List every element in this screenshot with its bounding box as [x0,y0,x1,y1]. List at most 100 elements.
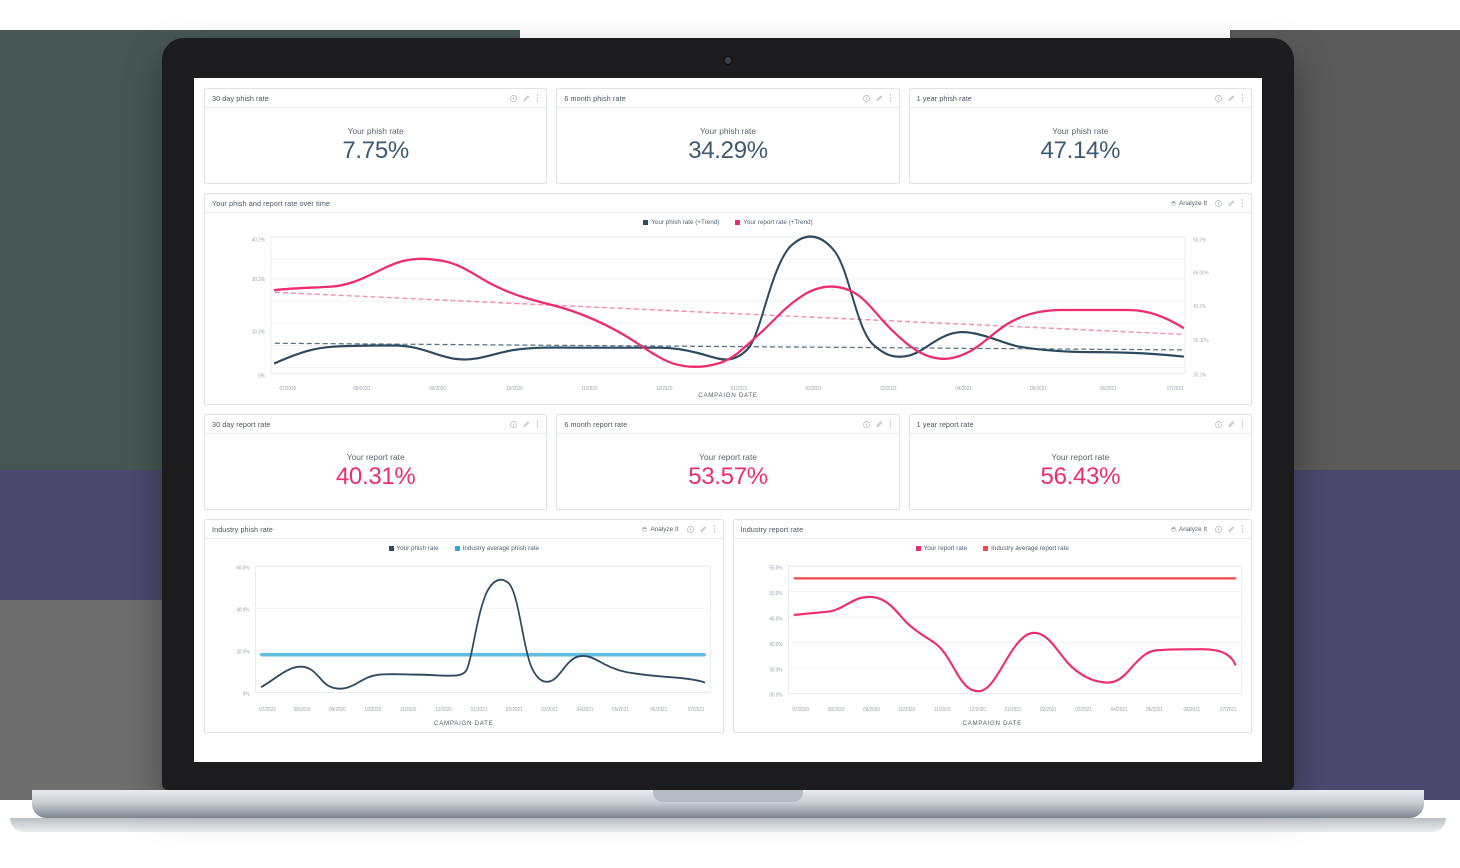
pencil-icon[interactable] [1228,199,1235,207]
x-tick: 06/2021 [1183,707,1200,713]
info-icon[interactable] [1215,199,1222,207]
x-tick: 02/2021 [1039,707,1056,713]
card-1-year-report-rate[interactable]: 1 year report rate Your report rate 56.4… [908,414,1252,510]
laptop-lid: 30 day phish rate Your phish rate 7.75% [162,38,1294,790]
legend-item-phish[interactable]: Your phish rate (+Trend) [643,219,719,226]
kpi-label: Your report rate [1051,452,1110,462]
analyze-icon [1170,200,1177,206]
pencil-icon[interactable] [523,94,530,102]
y-tick-right: 40.2% [1193,304,1207,310]
legend-item-your-phish-rate[interactable]: Your phish rate [388,545,439,552]
kebab-menu-icon[interactable] [1241,525,1244,533]
x-tick: 03/2021 [541,707,558,713]
card-header: 6 month report rate [557,415,899,434]
card-header: 6 month phish rate [557,89,899,108]
kebab-menu-icon[interactable] [889,420,892,428]
legend-item-your-report-rate[interactable]: Your report rate [915,545,968,552]
legend-label: Industry average phish rate [462,545,539,552]
analyze-it-label: Analyze It [650,525,679,533]
pencil-icon[interactable] [1228,94,1235,102]
x-tick: 07/2020 [280,386,297,392]
analyze-it-button[interactable]: Analyze It [1170,526,1207,533]
info-icon[interactable] [510,420,518,428]
kebab-menu-icon[interactable] [536,420,539,428]
x-tick: 12/2020 [435,707,452,713]
card-title: Industry report rate [740,524,804,534]
info-icon[interactable] [1215,94,1222,102]
kpi-value: 56.43% [1040,463,1121,490]
info-icon[interactable] [1215,420,1222,428]
analyze-icon [642,526,648,532]
legend-swatch [643,220,649,225]
legend-label: Your phish rate (+Trend) [651,219,720,226]
card-30-day-report-rate[interactable]: 30 day report rate Your report rate 40.3… [204,414,548,510]
x-tick: 04/2021 [577,707,594,713]
card-header-actions [862,420,892,428]
card-industry-phish-rate[interactable]: Industry phish rate Analyze It [204,519,724,733]
card-body: Your report rate 40.31% [205,434,546,509]
card-6-month-report-rate[interactable]: 6 month report rate Your report rate 53.… [556,414,900,510]
card-title: Industry phish rate [212,524,274,534]
card-title: 30 day report rate [212,419,271,429]
kpi-value: 47.14% [1040,137,1121,164]
analyze-it-button[interactable]: Analyze It [641,525,679,533]
legend-item-industry-average[interactable]: Industry average report rate [983,545,1069,552]
x-tick: 07/2021 [1167,386,1184,392]
plot-area-industry-report: 55.0% 50.0% 45.0% 40.0% 35.0% 30.0% [734,554,1252,720]
chart-row-over-time: Your phish and report rate over time Ana… [204,193,1252,405]
kpi-value: 53.57% [688,463,768,490]
card-header: 30 day phish rate [205,89,547,108]
kebab-menu-icon[interactable] [1241,199,1244,207]
card-header: 1 year report rate [909,415,1251,434]
kebab-menu-icon[interactable] [889,94,892,102]
gridlines [788,565,1241,694]
kebab-menu-icon[interactable] [1241,94,1244,102]
pencil-icon[interactable] [876,420,883,428]
x-tick: 04/2021 [955,386,972,392]
card-header: 30 day report rate [205,415,547,434]
background-block-gray [0,600,180,800]
info-icon[interactable] [1215,525,1222,533]
legend-item-report[interactable]: Your report rate (+Trend) [735,219,813,226]
x-tick: 06/2021 [1100,386,1117,392]
y-tick-left: 30.2% [252,277,266,283]
kebab-menu-icon[interactable] [536,94,539,102]
info-icon[interactable] [862,94,870,102]
pencil-icon[interactable] [523,420,530,428]
card-phish-report-over-time[interactable]: Your phish and report rate over time Ana… [204,193,1252,405]
card-6-month-phish-rate[interactable]: 6 month phish rate Your phish rate 34.29… [556,88,900,184]
legend-label: Your report rate [923,545,968,552]
chart-legend: Your phish rate Industry average phish r… [205,539,723,554]
pencil-icon[interactable] [1228,420,1235,428]
card-title: 1 year report rate [916,419,974,429]
analyze-it-button[interactable]: Analyze It [1170,200,1207,207]
line-chart-industry-phish: 60.0% 40.0% 20.0% 0% [236,565,711,713]
y-tick: 35.0% [769,667,783,673]
card-1-year-phish-rate[interactable]: 1 year phish rate Your phish rate 47.14% [908,88,1252,184]
x-tick: 12/2020 [969,707,986,713]
info-icon[interactable] [510,94,518,102]
kpi-label: Your phish rate [699,126,756,136]
kebab-menu-icon[interactable] [1241,420,1244,428]
card-industry-report-rate[interactable]: Industry report rate Analyze It [732,519,1252,733]
info-icon[interactable] [862,420,870,428]
card-header-actions: Analyze It [1170,525,1244,533]
series-line-your-phish [260,578,706,690]
kebab-menu-icon[interactable] [713,525,716,533]
card-title: Your phish and report rate over time [212,198,330,208]
card-header-actions [862,94,892,102]
info-icon[interactable] [686,525,694,533]
y-tick: 40.0% [769,642,783,648]
legend-item-industry-average[interactable]: Industry average phish rate [454,545,539,552]
y-tick-left: 0% [258,373,265,379]
x-tick: 03/2021 [880,386,897,392]
card-title: 30 day phish rate [212,93,269,103]
card-header-actions: Analyze It [641,525,715,533]
x-tick: 09/2020 [863,707,880,713]
pencil-icon[interactable] [1228,525,1235,533]
card-30-day-phish-rate[interactable]: 30 day phish rate Your phish rate 7.75% [204,88,548,184]
pencil-icon[interactable] [876,94,883,102]
pencil-icon[interactable] [699,525,707,533]
kpi-label: Your phish rate [347,126,404,136]
